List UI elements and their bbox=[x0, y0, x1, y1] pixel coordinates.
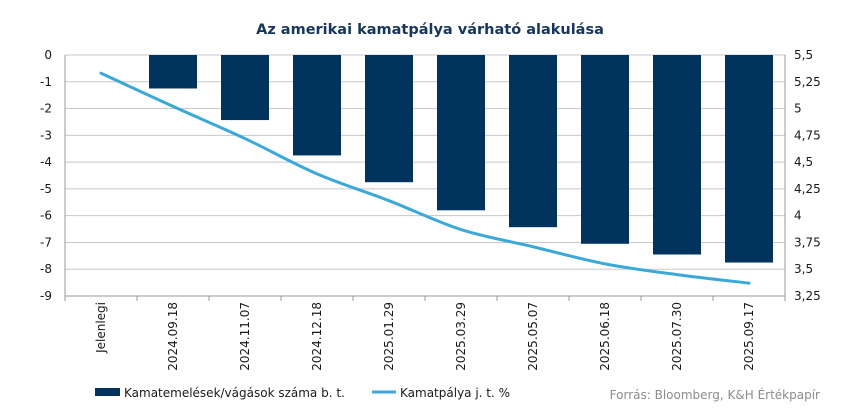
bar bbox=[653, 55, 701, 255]
legend: Kamatemelések/vágások száma b. t. Kamatp… bbox=[95, 386, 510, 400]
x-tick-label: 2024.11.07 bbox=[238, 302, 252, 371]
right-tick-label: 4 bbox=[794, 209, 802, 223]
x-tick-label: 2025.09.17 bbox=[742, 302, 756, 371]
bar-series bbox=[149, 55, 773, 263]
bar bbox=[437, 55, 485, 211]
source-note: Forrás: Bloomberg, K&H Értékpapír bbox=[610, 387, 820, 402]
x-tick-label: 2025.05.07 bbox=[526, 302, 540, 371]
x-tick-label: 2025.07.30 bbox=[670, 302, 684, 371]
x-tick-label: 2024.12.18 bbox=[310, 302, 324, 371]
right-tick-label: 4,25 bbox=[794, 182, 821, 196]
right-tick-label: 4,5 bbox=[794, 155, 813, 169]
right-y-axis: 5,5 5,25 5 4,75 4,5 4,25 4 3,75 3,5 3,25 bbox=[784, 48, 821, 303]
bar bbox=[509, 55, 557, 228]
bar bbox=[581, 55, 629, 244]
bar bbox=[149, 55, 197, 89]
bar bbox=[725, 55, 773, 263]
right-tick-label: 3,5 bbox=[794, 262, 813, 276]
x-tick-label: Jelenlegi bbox=[94, 302, 108, 354]
left-tick-label: -1 bbox=[40, 75, 52, 89]
chart-title: Az amerikai kamatpálya várható alakulása bbox=[256, 22, 604, 38]
x-tick-label: 2025.06.18 bbox=[598, 302, 612, 371]
left-tick-label: 0 bbox=[44, 48, 52, 62]
rate-line bbox=[99, 71, 751, 285]
bar bbox=[293, 55, 341, 156]
left-tick-label: -8 bbox=[40, 262, 52, 276]
left-tick-label: -6 bbox=[40, 209, 52, 223]
left-tick-label: -9 bbox=[40, 289, 52, 303]
left-tick-label: -4 bbox=[40, 155, 52, 169]
left-tick-label: -2 bbox=[40, 102, 52, 116]
line-series bbox=[99, 71, 751, 285]
right-tick-label: 5 bbox=[794, 102, 802, 116]
legend-label-line: Kamatpálya j. t. % bbox=[400, 386, 510, 400]
x-tick-label: 2025.03.29 bbox=[454, 302, 468, 371]
left-tick-label: -3 bbox=[40, 128, 52, 142]
right-tick-label: 5,5 bbox=[794, 48, 813, 62]
right-tick-label: 4,75 bbox=[794, 128, 821, 142]
right-tick-label: 5,25 bbox=[794, 75, 821, 89]
bar bbox=[221, 55, 269, 121]
right-tick-label: 3,25 bbox=[794, 289, 821, 303]
left-tick-label: -7 bbox=[40, 235, 52, 249]
legend-swatch-bars bbox=[95, 388, 120, 396]
bar bbox=[365, 55, 413, 183]
right-tick-label: 3,75 bbox=[794, 235, 821, 249]
left-y-axis: 0 -1 -2 -3 -4 -5 -6 -7 -8 -9 bbox=[40, 48, 66, 303]
x-tick-label: 2024.09.18 bbox=[166, 302, 180, 371]
left-tick-label: -5 bbox=[40, 182, 52, 196]
legend-label-bars: Kamatemelések/vágások száma b. t. bbox=[124, 386, 345, 400]
x-tick-label: 2025.01.29 bbox=[382, 302, 396, 371]
x-axis: Jelenlegi 2024.09.18 2024.11.07 2024.12.18 2… bbox=[64, 295, 786, 371]
